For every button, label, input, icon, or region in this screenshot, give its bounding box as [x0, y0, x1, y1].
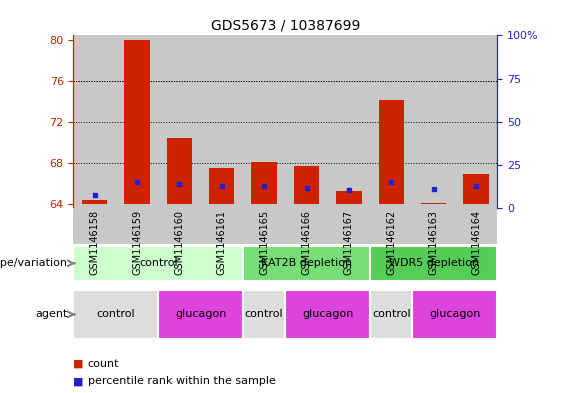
Text: count: count [88, 358, 119, 369]
Bar [124, 40, 150, 204]
Text: agent: agent [36, 309, 68, 320]
Bar [201, 35, 243, 208]
Bar [243, 208, 285, 244]
Bar [412, 208, 455, 244]
Bar [251, 162, 277, 204]
Bar [294, 166, 319, 204]
Text: control: control [97, 309, 135, 320]
Bar [455, 208, 497, 244]
Bar [73, 35, 116, 208]
Bar [412, 35, 455, 208]
Bar [158, 208, 201, 244]
Text: GSM1146167: GSM1146167 [344, 210, 354, 275]
Bar [328, 208, 370, 244]
Text: control: control [372, 309, 411, 320]
Bar [379, 100, 404, 204]
Bar [370, 35, 412, 208]
Bar [243, 246, 370, 281]
Text: WDR5 depletion: WDR5 depletion [389, 258, 479, 268]
Text: GSM1146160: GSM1146160 [175, 210, 184, 275]
Bar [285, 208, 328, 244]
Bar [370, 246, 497, 281]
Bar [201, 208, 243, 244]
Text: genotype/variation: genotype/variation [0, 258, 68, 268]
Text: control: control [245, 309, 284, 320]
Bar [421, 203, 446, 204]
Bar [158, 290, 243, 339]
Bar [209, 168, 234, 204]
Bar [455, 35, 497, 208]
Text: ■: ■ [73, 358, 88, 369]
Bar [285, 35, 328, 208]
Bar [463, 173, 489, 204]
Bar [243, 35, 285, 208]
Bar [116, 35, 158, 208]
Bar [82, 200, 107, 204]
Text: GSM1146163: GSM1146163 [429, 210, 438, 275]
Text: ■: ■ [73, 376, 88, 386]
Text: glucagon: glucagon [429, 309, 480, 320]
Bar [328, 35, 370, 208]
Text: KAT2B depletion: KAT2B depletion [261, 258, 352, 268]
Text: glucagon: glucagon [302, 309, 353, 320]
Text: GSM1146158: GSM1146158 [90, 210, 99, 275]
Text: GSM1146162: GSM1146162 [386, 210, 396, 275]
Text: glucagon: glucagon [175, 309, 226, 320]
Bar [370, 290, 412, 339]
Bar [336, 191, 362, 204]
Text: percentile rank within the sample: percentile rank within the sample [88, 376, 276, 386]
Bar [370, 208, 412, 244]
Text: GSM1146166: GSM1146166 [302, 210, 311, 275]
Text: control: control [139, 258, 177, 268]
Bar [73, 246, 243, 281]
Text: GSM1146165: GSM1146165 [259, 210, 269, 275]
Bar [167, 138, 192, 204]
Text: GSM1146159: GSM1146159 [132, 210, 142, 275]
Text: GSM1146164: GSM1146164 [471, 210, 481, 275]
Bar [73, 290, 158, 339]
Bar [412, 290, 497, 339]
Bar [73, 208, 116, 244]
Text: GSM1146161: GSM1146161 [217, 210, 227, 275]
Bar [116, 208, 158, 244]
Bar [243, 290, 285, 339]
Bar [158, 35, 201, 208]
Bar [285, 290, 370, 339]
Title: GDS5673 / 10387699: GDS5673 / 10387699 [211, 19, 360, 33]
